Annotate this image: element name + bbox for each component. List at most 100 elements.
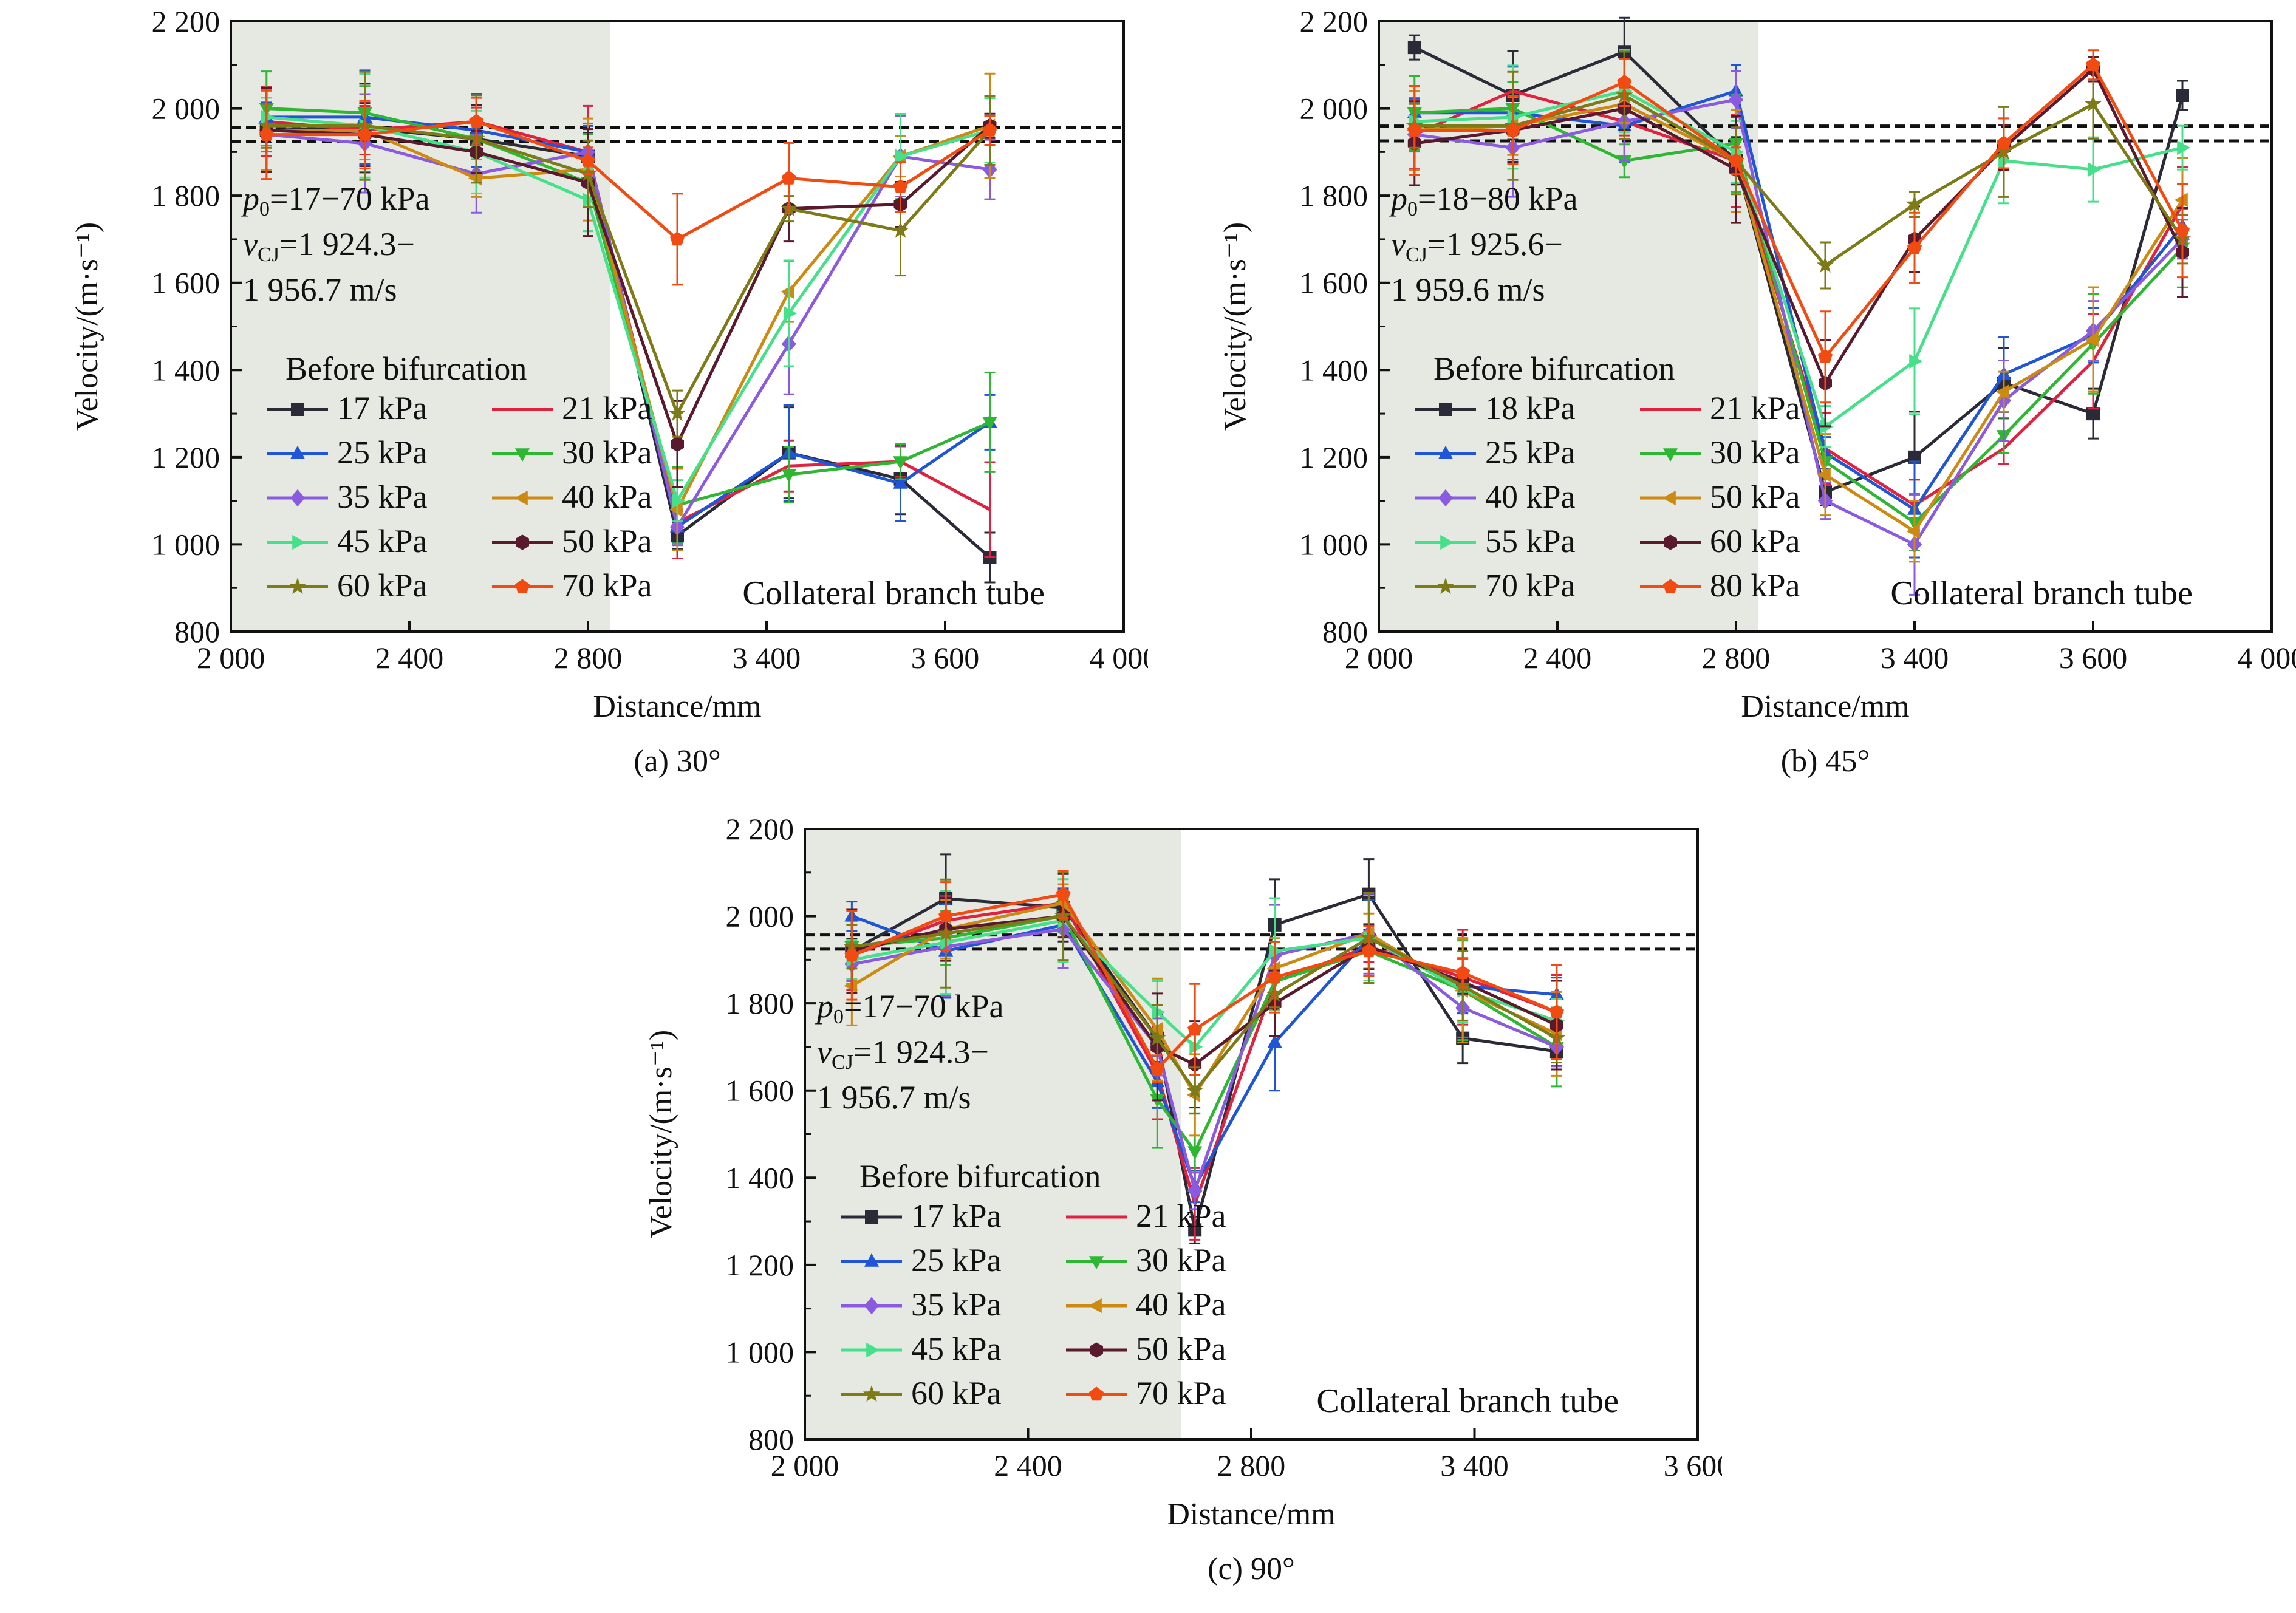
y-tick-label: 2 200	[1300, 4, 1368, 38]
data-point	[893, 456, 908, 470]
y-tick-label: 1 800	[726, 986, 794, 1020]
data-point	[1189, 1039, 1203, 1055]
data-point	[1617, 74, 1632, 89]
series-line-60-kPa	[266, 124, 991, 418]
y-tick-label: 1 400	[1300, 353, 1368, 387]
legend-swatch-marker	[863, 1385, 881, 1402]
y-tick-label: 1 000	[726, 1335, 794, 1369]
p0-annotation: p0=18−80 kPa	[1389, 180, 1577, 220]
legend-label: 50 kPa	[1136, 1331, 1226, 1367]
x-tick-label: 2 400	[375, 641, 444, 675]
p0-symbol: p	[1389, 180, 1407, 217]
legend-swatch-marker	[864, 1297, 880, 1315]
x-axis-label: Distance/mm	[1741, 689, 1909, 724]
data-point	[1507, 109, 1521, 125]
legend-title: Before bifurcation	[1433, 350, 1675, 387]
p0-symbol: p	[241, 180, 259, 217]
data-point	[2174, 193, 2188, 208]
x-tick-label: 2 000	[1345, 641, 1413, 675]
data-point	[1056, 887, 1071, 901]
legend-swatch-marker	[1662, 448, 1678, 462]
data-point	[982, 122, 997, 137]
vcj-subscript: CJ	[1406, 244, 1427, 266]
p0-range: =18−80 kPa	[1418, 180, 1577, 217]
x-tick-label: 2 800	[1217, 1448, 1286, 1482]
x-tick-label: 4 000	[1090, 641, 1148, 675]
data-point	[1905, 195, 1924, 212]
legend-label: 40 kPa	[562, 479, 652, 515]
legend-label: 55 kPa	[1485, 523, 1576, 559]
data-point	[669, 502, 683, 517]
vcj-subscript: CJ	[258, 244, 279, 266]
data-point	[1728, 90, 1744, 109]
legend-label: 21 kPa	[1710, 390, 1800, 426]
vcj-symbol: v	[1391, 226, 1406, 262]
legend-label: 17 kPa	[337, 390, 428, 426]
data-point	[1149, 1022, 1163, 1037]
legend-label: 40 kPa	[1485, 479, 1576, 515]
panel-caption: (c) 90°	[1208, 1552, 1295, 1586]
data-point	[668, 404, 686, 421]
legend-swatch-marker	[1437, 578, 1455, 594]
data-point	[259, 127, 274, 141]
y-tick-label: 1 800	[152, 179, 220, 213]
collateral-branch-label: Collateral branch tube	[742, 575, 1045, 612]
data-point	[1187, 1021, 1203, 1036]
p0-subscript: 0	[259, 198, 270, 220]
data-point	[940, 935, 954, 950]
data-point	[1995, 384, 2009, 400]
series-line-50-kPa	[266, 124, 991, 448]
data-point	[893, 179, 908, 193]
vcj-range: =1 924.3−	[853, 1034, 989, 1070]
data-point	[2086, 407, 2100, 421]
x-tick-label: 2 400	[994, 1448, 1062, 1482]
legend-swatch-marker	[866, 1342, 880, 1358]
y-axis-label: Velocity/(m·s⁻¹)	[70, 222, 104, 431]
legend-swatch-marker	[1089, 1386, 1104, 1401]
data-point	[844, 947, 859, 962]
legend-swatch-marker	[1088, 1256, 1104, 1270]
data-point	[781, 469, 796, 483]
legend-label: 40 kPa	[1136, 1286, 1226, 1323]
legend-swatch-marker	[515, 579, 530, 593]
data-point	[1186, 1081, 1204, 1098]
legend-label: 70 kPa	[1485, 567, 1576, 604]
data-point	[581, 153, 595, 167]
data-point	[357, 127, 372, 141]
p0-range: =17−70 kPa	[844, 988, 1003, 1025]
data-point	[2088, 162, 2102, 177]
legend-swatch-marker	[865, 1210, 878, 1224]
legend-label: 21 kPa	[562, 390, 652, 426]
legend-label: 70 kPa	[1136, 1375, 1226, 1411]
y-tick-label: 2 000	[1300, 92, 1368, 126]
data-point	[1818, 349, 1833, 363]
legend-label: 18 kPa	[1485, 390, 1576, 426]
y-axis-label: Velocity/(m·s⁻¹)	[644, 1030, 678, 1238]
collateral-branch-label: Collateral branch tube	[1890, 575, 2193, 612]
data-point	[781, 284, 794, 299]
series-line-70-kPa	[266, 120, 991, 241]
data-point	[892, 221, 909, 238]
p0-annotation: p0=17−70 kPa	[241, 180, 429, 220]
data-point	[1909, 353, 1923, 369]
legend-swatch-marker	[291, 403, 304, 416]
legend-label: 35 kPa	[337, 479, 428, 515]
vcj-annotation: vCJ=1 925.6−	[1391, 226, 1563, 266]
data-point	[1908, 450, 1921, 464]
legend-label: 45 kPa	[911, 1331, 1002, 1367]
x-axis-label: Distance/mm	[1167, 1497, 1335, 1532]
legend-swatch-marker	[1438, 445, 1454, 459]
legend-swatch-marker	[290, 445, 306, 459]
data-point	[1817, 467, 1831, 482]
legend-label: 50 kPa	[1710, 479, 1800, 515]
data-point	[844, 978, 858, 994]
legend-swatch-marker	[514, 490, 528, 506]
legend-swatch-marker	[1662, 490, 1676, 506]
data-point	[1267, 969, 1282, 984]
data-point	[1997, 135, 2011, 150]
vcj-range: =1 925.6−	[1427, 226, 1563, 262]
data-point	[1269, 943, 1283, 959]
data-point	[1455, 965, 1471, 980]
y-tick-label: 1 600	[726, 1074, 794, 1108]
legend-label: 60 kPa	[337, 567, 428, 604]
